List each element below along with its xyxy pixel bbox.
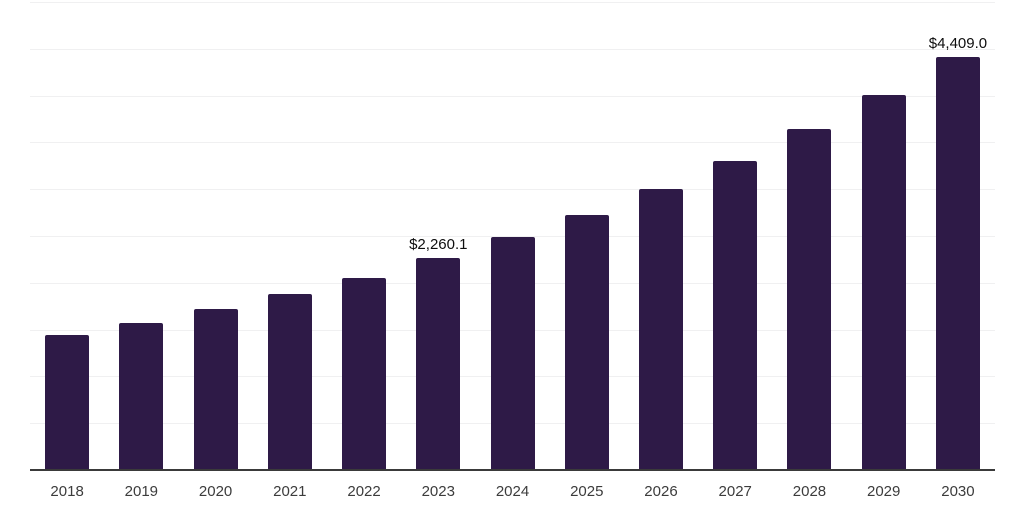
- plot-area: $2,260.1 $4,409.0: [30, 2, 995, 471]
- gridline: [30, 95, 995, 97]
- bar-2026[interactable]: [638, 189, 683, 470]
- gridline: [30, 48, 995, 50]
- bar-2024[interactable]: [490, 237, 535, 470]
- x-tick-2019: 2019: [124, 483, 159, 500]
- bar-slot-2024: [475, 2, 549, 470]
- bar-slot-2028: [772, 2, 846, 470]
- x-tick-2030: 2030: [941, 483, 975, 500]
- bar-slot-2030: $4,409.0: [921, 2, 995, 470]
- x-axis-line: [30, 469, 995, 471]
- x-tick-2029: 2029: [867, 483, 901, 500]
- bar-slot-2025: [550, 2, 624, 470]
- bar-slot-2019: [104, 2, 178, 470]
- x-tick-2028: 2028: [792, 483, 827, 500]
- x-tick-2020: 2020: [198, 483, 233, 500]
- data-label-2023: $2,260.1: [409, 236, 468, 254]
- bar-2021[interactable]: [267, 293, 312, 470]
- x-tick-2025: 2025: [570, 483, 604, 500]
- data-label-2030: $4,409.0: [928, 35, 988, 53]
- gridline: [30, 142, 995, 144]
- x-tick-2026: 2026: [644, 483, 678, 500]
- x-tick-2023: 2023: [421, 483, 455, 500]
- bar-2019[interactable]: [119, 323, 164, 470]
- bar-2028[interactable]: [787, 129, 832, 470]
- x-tick-2022: 2022: [347, 483, 381, 500]
- bar-slot-2020: [178, 2, 252, 470]
- bar-slot-2029: [847, 2, 921, 470]
- bar-slot-2021: [253, 2, 327, 470]
- bar-2020[interactable]: [193, 309, 238, 470]
- bar-series: $2,260.1 $4,409.0: [30, 2, 995, 470]
- x-axis-labels: 2018 2019 2020 2021 2022 2023 2024 2025 2026 2027…: [30, 483, 995, 500]
- bar-2023[interactable]: [416, 258, 461, 470]
- bar-2022[interactable]: [342, 277, 387, 470]
- gridline: [30, 2, 995, 3]
- bar-slot-2018: [30, 2, 104, 470]
- bar-2027[interactable]: [713, 160, 758, 470]
- bar-2018[interactable]: [45, 335, 90, 470]
- x-tick-2018: 2018: [50, 483, 84, 500]
- x-tick-2027: 2027: [718, 483, 752, 500]
- bar-2025[interactable]: [564, 214, 609, 470]
- bar-slot-2026: [624, 2, 698, 470]
- bar-2030[interactable]: [935, 57, 980, 470]
- gridline: [30, 189, 995, 191]
- x-tick-2024: 2024: [495, 483, 530, 500]
- gridline: [30, 236, 995, 237]
- bar-slot-2022: [327, 2, 401, 470]
- bar-2029[interactable]: [861, 94, 906, 470]
- bar-slot-2023: $2,260.1: [401, 2, 475, 470]
- x-tick-2021: 2021: [273, 483, 307, 500]
- bar-slot-2027: [698, 2, 772, 470]
